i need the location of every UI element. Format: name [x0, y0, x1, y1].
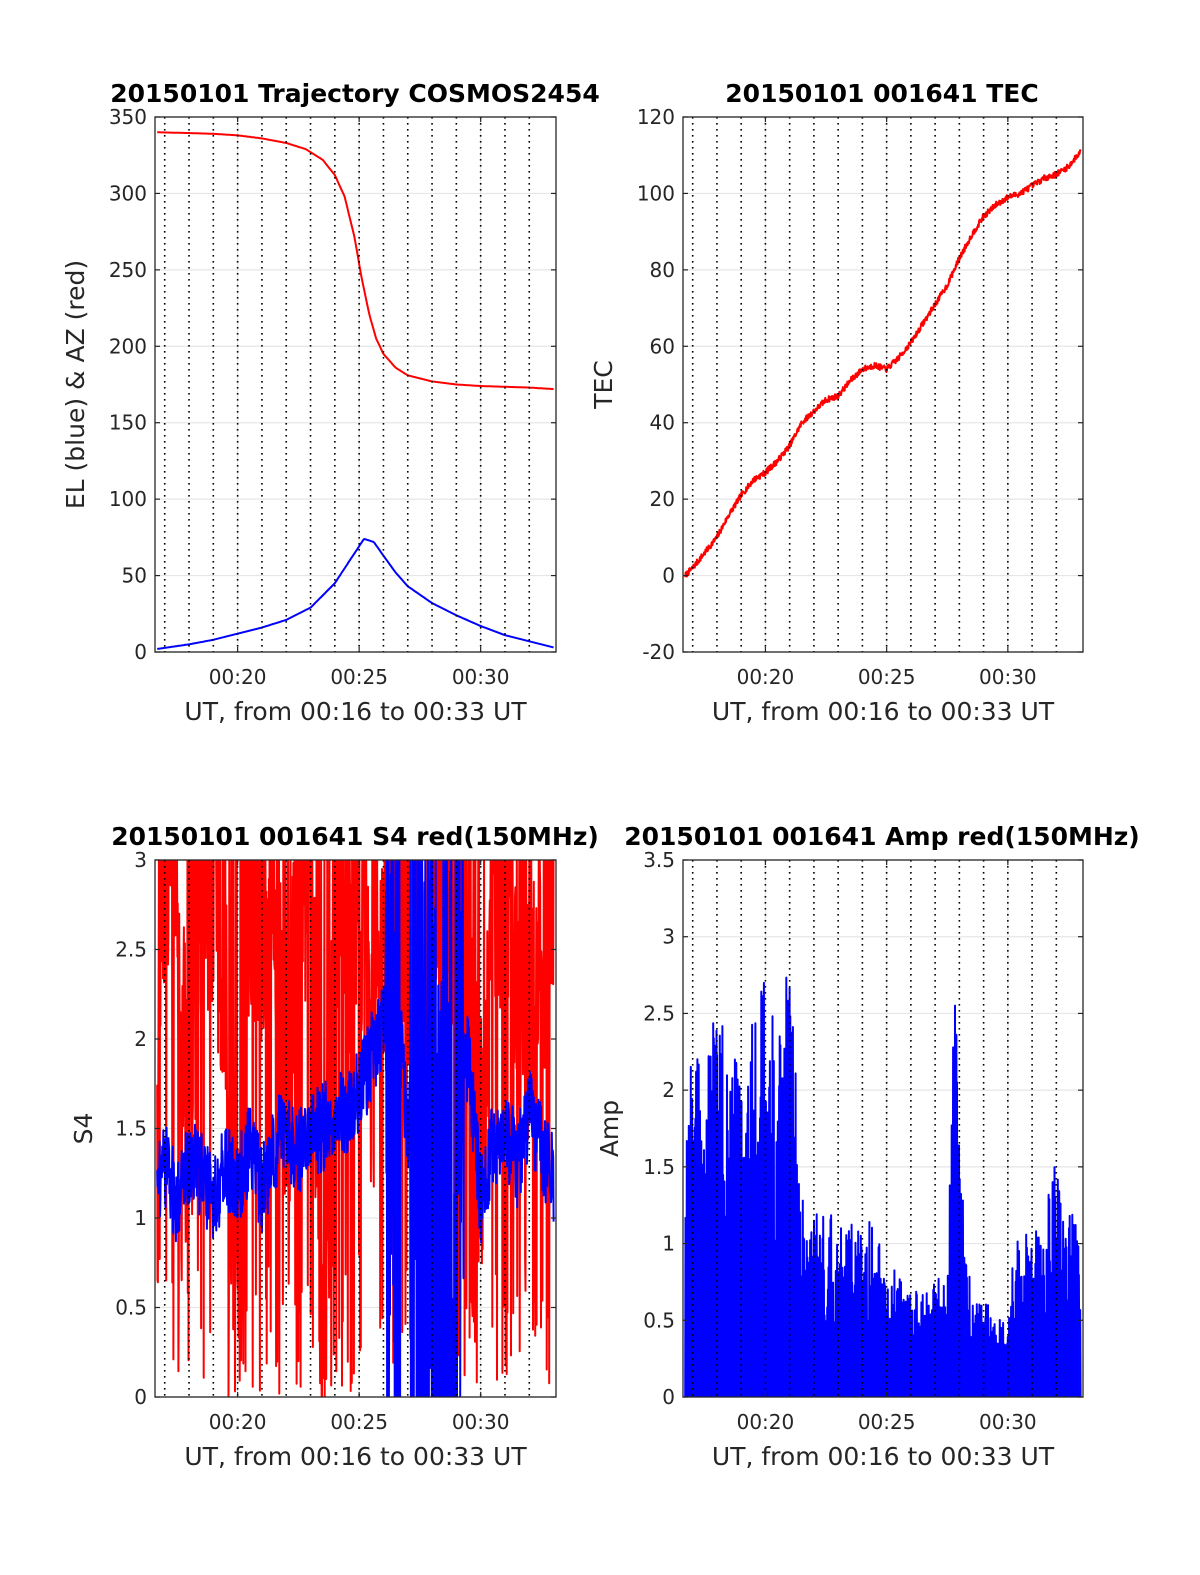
- amp-ytick-label-3: 1.5: [643, 1155, 675, 1179]
- amp-ytick-label-7: 3.5: [643, 848, 675, 872]
- trajectory-xlabel: UT, from 00:16 to 00:33 UT: [184, 697, 527, 726]
- s4-xtick-label-0: 00:20: [209, 1410, 267, 1434]
- trajectory-ylabel: EL (blue) & AZ (red): [61, 260, 90, 509]
- trajectory-series-1: [157, 538, 554, 650]
- tec-xtick-label-0: 00:20: [737, 665, 795, 689]
- trajectory-ytick-label-7: 350: [109, 105, 147, 129]
- amp-xtick-label-0: 00:20: [737, 1410, 795, 1434]
- tec-axes-frame: [682, 116, 1084, 653]
- trajectory-axes-frame: [154, 116, 557, 653]
- amp-ytick-label-6: 3: [662, 925, 675, 949]
- trajectory-axes-background: [155, 117, 556, 652]
- trajectory-ytick-label-1: 50: [122, 564, 147, 588]
- s4-ytick-label-0: 0: [134, 1385, 147, 1409]
- tec-ytick-label-0: -20: [642, 640, 675, 664]
- trajectory-ytick-label-0: 0: [134, 640, 147, 664]
- tec-xlabel: UT, from 00:16 to 00:33 UT: [712, 697, 1055, 726]
- tec-ytick-label-1: 0: [662, 564, 675, 588]
- s4-ytick-label-3: 1.5: [115, 1117, 147, 1141]
- amp-ytick-label-1: 0.5: [643, 1308, 675, 1332]
- tec-ytick-label-3: 40: [650, 411, 675, 435]
- tec-ytick-label-6: 100: [637, 181, 675, 205]
- tec-ylabel: TEC: [589, 360, 618, 410]
- amp-ytick-label-4: 2: [662, 1078, 675, 1102]
- amp-axes-frame: [682, 859, 1084, 1398]
- trajectory-ytick-label-4: 200: [109, 334, 147, 358]
- trajectory-title: 20150101 Trajectory COSMOS2454: [110, 79, 600, 108]
- trajectory-ytick-label-6: 300: [109, 181, 147, 205]
- tec-ytick-label-5: 80: [650, 258, 675, 282]
- s4-ytick-label-4: 2: [134, 1027, 147, 1051]
- s4-series-0: [156, 860, 555, 1397]
- amp-ytick-label-5: 2.5: [643, 1001, 675, 1025]
- s4-ytick-label-6: 3: [134, 848, 147, 872]
- s4-ytick-label-5: 2.5: [115, 938, 147, 962]
- amp-ytick-label-0: 0: [662, 1385, 675, 1409]
- trajectory-ytick-label-5: 250: [109, 258, 147, 282]
- tec-title: 20150101 001641 TEC: [725, 79, 1038, 108]
- tec-xtick-label-1: 00:25: [858, 665, 916, 689]
- amp-xlabel: UT, from 00:16 to 00:33 UT: [712, 1442, 1055, 1471]
- s4-xtick-label-2: 00:30: [452, 1410, 510, 1434]
- trajectory-ytick-label-3: 150: [109, 411, 147, 435]
- tec-series-0: [684, 149, 1082, 578]
- s4-ylabel: S4: [69, 1113, 98, 1145]
- s4-series-1: [156, 860, 555, 1397]
- trajectory-series-0: [157, 131, 554, 391]
- tec-axes-background: [683, 117, 1083, 652]
- amp-title: 20150101 001641 Amp red(150MHz): [624, 822, 1140, 851]
- amp-xtick-label-1: 00:25: [858, 1410, 916, 1434]
- trajectory-ytick-label-2: 100: [109, 487, 147, 511]
- amp-xtick-label-2: 00:30: [979, 1410, 1037, 1434]
- amp-ylabel: Amp: [595, 1100, 624, 1157]
- amp-ytick-label-2: 1: [662, 1232, 675, 1256]
- trajectory-xtick-label-0: 00:20: [209, 665, 267, 689]
- s4-ytick-label-2: 1: [134, 1206, 147, 1230]
- trajectory-xtick-label-1: 00:25: [330, 665, 388, 689]
- s4-ytick-label-1: 0.5: [115, 1296, 147, 1320]
- tec-ytick-label-4: 60: [650, 334, 675, 358]
- tec-ytick-label-2: 20: [650, 487, 675, 511]
- tec-xtick-label-2: 00:30: [979, 665, 1037, 689]
- s4-title: 20150101 001641 S4 red(150MHz): [111, 822, 599, 851]
- s4-xtick-label-1: 00:25: [330, 1410, 388, 1434]
- trajectory-xtick-label-2: 00:30: [452, 665, 510, 689]
- s4-xlabel: UT, from 00:16 to 00:33 UT: [184, 1442, 527, 1471]
- tec-ytick-label-7: 120: [637, 105, 675, 129]
